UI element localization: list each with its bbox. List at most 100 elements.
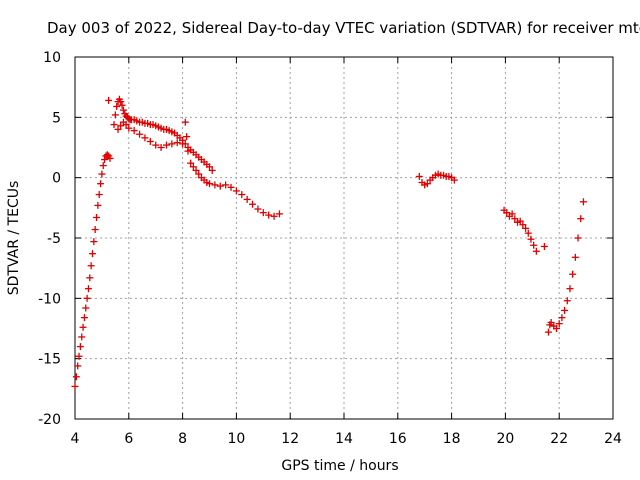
data-point xyxy=(181,118,189,126)
y-tick-label: 0 xyxy=(52,171,61,187)
data-point xyxy=(72,373,80,381)
data-point xyxy=(103,151,111,159)
data-point xyxy=(99,162,107,170)
data-point xyxy=(117,122,125,130)
data-point xyxy=(243,195,251,203)
grid-lines xyxy=(75,57,613,419)
x-axis-label: GPS time / hours xyxy=(281,458,398,474)
x-tick-label: 16 xyxy=(389,431,407,447)
data-point xyxy=(141,134,149,142)
data-point xyxy=(75,352,83,360)
x-tick-label: 8 xyxy=(178,431,187,447)
data-point xyxy=(98,170,106,178)
data-point xyxy=(111,111,119,119)
data-point xyxy=(547,318,555,326)
data-point xyxy=(249,200,257,208)
data-point xyxy=(227,183,235,191)
y-tick-label: -5 xyxy=(47,231,61,247)
data-point xyxy=(183,133,191,141)
data-point xyxy=(113,102,121,110)
chart-title: Day 003 of 2022, Sidereal Day-to-day VTE… xyxy=(47,19,640,37)
data-point xyxy=(157,144,165,151)
data-point xyxy=(516,217,524,225)
x-tick-label: 4 xyxy=(71,431,80,447)
data-point xyxy=(216,182,224,190)
data-point xyxy=(71,382,79,390)
data-point xyxy=(508,210,516,218)
data-point xyxy=(222,181,230,189)
data-point xyxy=(415,172,423,180)
data-point xyxy=(558,314,566,322)
data-point xyxy=(577,215,585,223)
data-point xyxy=(146,137,154,145)
data-point xyxy=(83,294,91,302)
data-point xyxy=(540,242,548,250)
data-point xyxy=(208,166,216,174)
data-point xyxy=(76,343,84,351)
data-point xyxy=(259,209,267,217)
data-point xyxy=(232,187,240,195)
data-point xyxy=(118,101,126,109)
data-point xyxy=(519,221,527,229)
data-point xyxy=(187,159,195,167)
y-axis-label: SDTVAR / TECUs xyxy=(6,181,22,296)
data-point xyxy=(95,191,103,199)
data-point xyxy=(270,212,278,220)
data-point xyxy=(122,121,130,129)
data-point xyxy=(184,147,192,155)
data-point xyxy=(117,98,125,106)
x-tick-label: 20 xyxy=(496,431,514,447)
data-point xyxy=(79,323,87,331)
data-point xyxy=(119,106,127,114)
data-point xyxy=(136,130,144,138)
y-tick-label: -15 xyxy=(38,352,61,368)
data-point xyxy=(192,166,200,174)
data-point xyxy=(82,304,90,312)
data-point xyxy=(105,96,113,104)
data-point xyxy=(195,170,203,178)
data-point xyxy=(130,127,138,135)
data-point xyxy=(189,163,197,171)
data-point xyxy=(275,210,283,218)
data-point xyxy=(522,224,530,232)
data-point xyxy=(125,124,133,132)
data-point xyxy=(423,180,431,188)
x-tick-label: 24 xyxy=(604,431,622,447)
data-point xyxy=(91,226,99,234)
data-point xyxy=(579,198,587,206)
data-point xyxy=(78,333,86,341)
x-tick-label: 12 xyxy=(281,431,299,447)
data-point xyxy=(74,362,82,370)
data-point xyxy=(106,154,114,162)
data-point xyxy=(265,211,273,219)
data-point xyxy=(114,125,122,133)
x-tick-label: 18 xyxy=(443,431,461,447)
data-point xyxy=(152,141,160,149)
data-points xyxy=(71,95,587,390)
data-point xyxy=(84,285,92,293)
data-point xyxy=(87,262,95,270)
x-tick-label: 14 xyxy=(335,431,353,447)
data-point xyxy=(101,156,109,164)
data-point xyxy=(254,205,262,213)
x-tick-label: 6 xyxy=(124,431,133,447)
data-point xyxy=(530,241,538,249)
x-tick-label: 10 xyxy=(227,431,245,447)
data-point xyxy=(94,201,102,209)
y-tick-label: -10 xyxy=(38,291,61,307)
data-point xyxy=(179,140,187,148)
data-point xyxy=(162,141,170,149)
data-point xyxy=(524,229,532,237)
data-point xyxy=(561,306,569,314)
data-point xyxy=(97,180,105,188)
data-point xyxy=(566,285,574,293)
data-point xyxy=(511,215,519,223)
data-point xyxy=(206,180,213,188)
data-point xyxy=(86,274,94,282)
x-tick-label: 22 xyxy=(550,431,568,447)
data-point xyxy=(110,121,118,129)
data-point xyxy=(569,270,577,278)
data-point xyxy=(450,176,458,184)
data-point xyxy=(206,163,213,171)
